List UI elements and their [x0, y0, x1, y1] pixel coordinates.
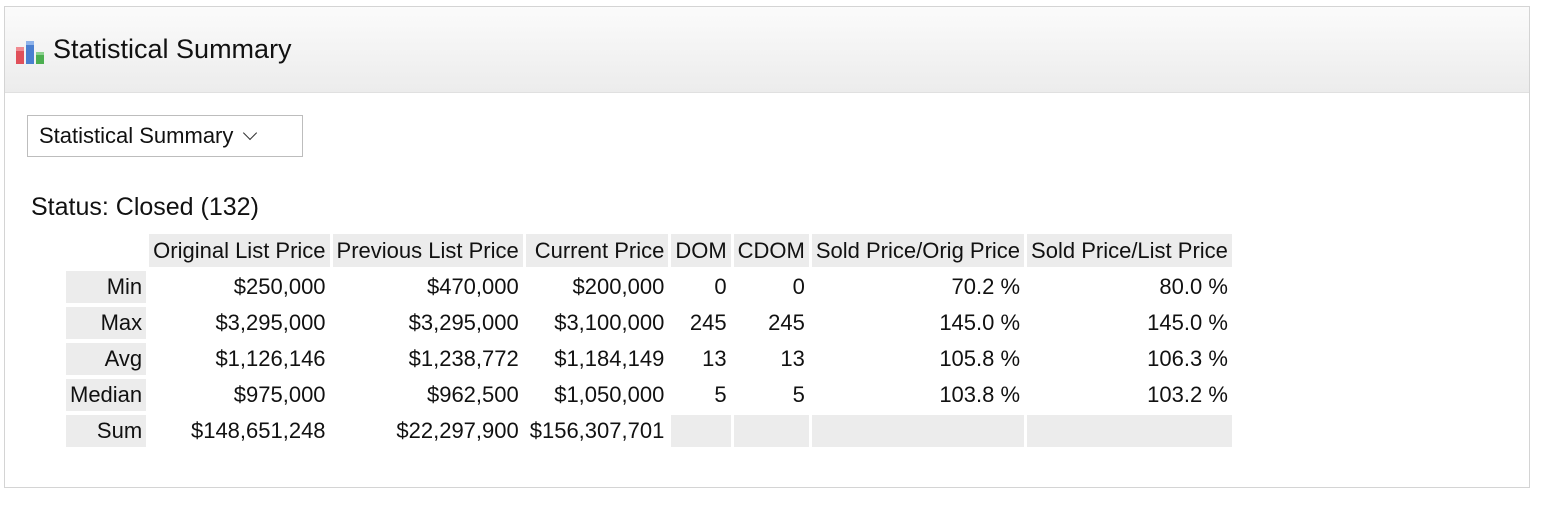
- table-cell: 80.0 %: [1159, 274, 1228, 299]
- chevron-down-icon: [243, 125, 258, 141]
- column-header: Original List Price: [149, 234, 330, 267]
- table-cell: $3,295,000: [215, 310, 326, 335]
- row-label: Min: [66, 271, 147, 303]
- table-cell: 245: [689, 310, 727, 335]
- table-cell: $22,297,900: [396, 418, 519, 443]
- table-row: Avg $1,126,146 $1,238,772 $1,184,149 13 …: [66, 343, 1232, 375]
- table-cell: [733, 415, 809, 447]
- column-header: Sold Price/Orig Price: [811, 234, 1025, 267]
- table-cell: $962,500: [426, 382, 519, 407]
- table-cell: $250,000: [233, 274, 326, 299]
- table-cell: 105.8 %: [939, 346, 1021, 371]
- table-cell: $156,307,701: [529, 418, 665, 443]
- table-cell: $1,184,149: [554, 346, 665, 371]
- table-cell: $3,295,000: [408, 310, 519, 335]
- table-row: Sum $148,651,248 $22,297,900 $156,307,70…: [66, 415, 1232, 447]
- status-label: Status: Closed (132): [31, 193, 259, 221]
- table-cell: $1,050,000: [554, 382, 665, 407]
- table-cell: $200,000: [572, 274, 665, 299]
- table-header-row: Original List Price Previous List Price …: [66, 234, 1232, 267]
- table-cell: 5: [792, 382, 805, 407]
- table-cell: [811, 415, 1025, 447]
- row-label: Max: [66, 307, 147, 339]
- table-row: Median $975,000 $962,500 $1,050,000 5 5 …: [66, 379, 1232, 411]
- table-cell: 145.0 %: [1147, 310, 1228, 335]
- row-label: Avg: [66, 343, 147, 375]
- table-cell: 145.0 %: [939, 310, 1021, 335]
- summary-type-dropdown[interactable]: Statistical Summary: [27, 115, 303, 157]
- column-header: Sold Price/List Price: [1027, 234, 1232, 267]
- table-cell: 106.3 %: [1147, 346, 1228, 371]
- bar-chart-icon: [16, 40, 44, 64]
- dropdown-selected-value: Statistical Summary: [39, 123, 234, 148]
- row-label: Median: [66, 379, 147, 411]
- table-cell: $975,000: [233, 382, 326, 407]
- table-cell: $148,651,248: [190, 418, 326, 443]
- column-header: DOM: [671, 234, 731, 267]
- table-cell: 70.2 %: [951, 274, 1021, 299]
- table-cell: $3,100,000: [554, 310, 665, 335]
- table-cell: [671, 415, 731, 447]
- table-cell: 103.8 %: [939, 382, 1021, 407]
- table-cell: 5: [714, 382, 727, 407]
- row-label: Sum: [66, 415, 147, 447]
- table-row: Min $250,000 $470,000 $200,000 0 0 70.2 …: [66, 271, 1232, 303]
- column-header: CDOM: [733, 234, 809, 267]
- panel-header: Statistical Summary: [5, 7, 1529, 93]
- table-cell: 13: [780, 346, 805, 371]
- table-cell: $470,000: [426, 274, 519, 299]
- column-header: Previous List Price: [332, 234, 523, 267]
- table-cell: 0: [792, 274, 805, 299]
- table-corner: [66, 234, 146, 267]
- table-cell: 103.2 %: [1147, 382, 1228, 407]
- panel-title: Statistical Summary: [53, 34, 292, 64]
- table-cell: $1,238,772: [408, 346, 519, 371]
- table-cell: $1,126,146: [215, 346, 326, 371]
- table-cell: 0: [714, 274, 727, 299]
- table-cell: 13: [702, 346, 727, 371]
- table-cell: [1027, 415, 1232, 447]
- statistical-summary-panel: Statistical Summary Statistical Summary …: [4, 6, 1530, 488]
- column-header: Current Price: [525, 234, 669, 267]
- statistics-table: Original List Price Previous List Price …: [63, 230, 1235, 451]
- table-row: Max $3,295,000 $3,295,000 $3,100,000 245…: [66, 307, 1232, 339]
- table-cell: 245: [768, 310, 805, 335]
